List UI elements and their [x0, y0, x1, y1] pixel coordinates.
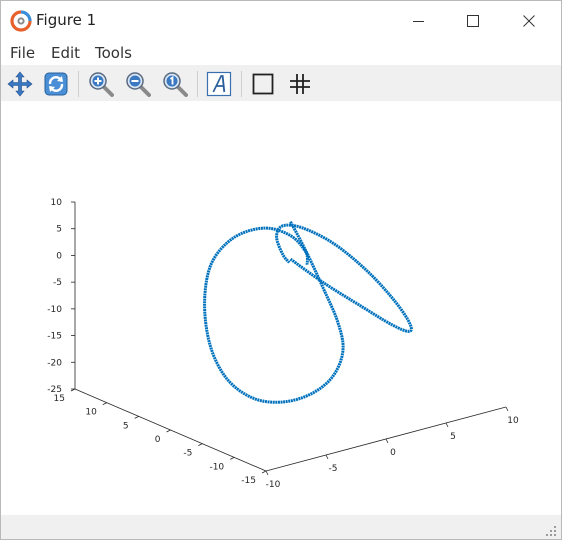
y-tick-label: -5: [183, 449, 192, 459]
z-tick-label: 0: [56, 251, 62, 261]
resize-grip-icon[interactable]: [545, 525, 557, 537]
y-tick-mark: [166, 429, 171, 433]
x-tick-label: 5: [450, 432, 456, 442]
z-tick-label: -25: [47, 385, 62, 395]
rotate-icon: [44, 72, 68, 96]
z-tick-label: 5: [56, 225, 62, 235]
zoom-out-button[interactable]: [123, 69, 153, 99]
x-tick-mark: [445, 422, 449, 428]
minimize-button[interactable]: [396, 1, 442, 41]
x-tick-label: 10: [507, 416, 519, 426]
box-icon: [252, 73, 274, 95]
x-tick-mark: [265, 470, 269, 476]
y-tick-label: -10: [209, 462, 224, 472]
x-tick-mark: [325, 454, 329, 460]
z-tick-label: -5: [53, 278, 62, 288]
close-icon: [523, 15, 535, 27]
pan-button[interactable]: [5, 69, 35, 99]
menu-edit[interactable]: Edit: [51, 44, 81, 62]
menu-tools[interactable]: Tools: [95, 44, 132, 62]
menu-file[interactable]: File: [10, 44, 36, 62]
rotate-button[interactable]: [41, 69, 71, 99]
x-tick-label: 0: [390, 448, 396, 458]
series-line-1: [203, 220, 345, 404]
plot-canvas[interactable]: -10 -5 0 5 10 -15 -10 -5 0 5 10 15-25 -20 -15 -10 -5 0 5 1…: [1, 101, 561, 515]
toolbar-separator: [197, 71, 198, 97]
y-tick-mark: [261, 470, 267, 474]
minimize-icon: [413, 21, 424, 22]
x-tick-label: -5: [329, 464, 338, 474]
z-tick-label: 10: [51, 198, 63, 208]
zoom-out-icon: [126, 72, 151, 97]
maximize-icon: [467, 15, 479, 27]
toolbar-separator: [78, 71, 79, 97]
zoom-reset-icon: [163, 72, 188, 97]
text-button[interactable]: [204, 69, 234, 99]
toolbar: [1, 65, 561, 101]
title-bar[interactable]: Figure 1: [1, 1, 561, 41]
y-tick-mark: [198, 443, 203, 447]
plot-area[interactable]: -10 -5 0 5 10 -15 -10 -5 0 5 10 15 -25 -20 -15 -10 -5 0 5 1…: [1, 101, 561, 515]
y-tick-label: 5: [123, 421, 129, 431]
grid-button[interactable]: [285, 69, 315, 99]
z-tick-label: -20: [47, 358, 62, 368]
x-tick-mark: [385, 438, 389, 444]
status-bar: [1, 515, 561, 539]
series-line-2: [275, 223, 413, 333]
grid-icon: [290, 74, 310, 94]
zoom-in-button[interactable]: [86, 69, 116, 99]
x-tick-mark: [505, 406, 509, 412]
y-tick-label: 0: [155, 435, 161, 445]
octave-logo-icon: [10, 10, 32, 32]
zoom-in-icon: [89, 72, 114, 97]
maximize-button[interactable]: [450, 1, 496, 41]
y-tick-mark: [134, 415, 139, 419]
y-tick-label: -15: [241, 476, 256, 486]
pan-arrows-icon: [7, 71, 33, 97]
text-icon: [206, 71, 232, 97]
y-tick-label: 10: [85, 408, 97, 418]
z-tick-label: -10: [47, 305, 62, 315]
close-button[interactable]: [506, 1, 552, 41]
y-tick-label: 15: [54, 394, 65, 404]
y-tick-mark: [102, 402, 108, 406]
zoom-reset-button[interactable]: [160, 69, 190, 99]
toolbar-separator: [241, 71, 242, 97]
z-tick-label: -15: [47, 332, 62, 342]
menu-bar: File Edit Tools: [1, 41, 561, 65]
box-button[interactable]: [248, 69, 278, 99]
window-title: Figure 1: [36, 11, 97, 29]
x-tick-label: -10: [266, 480, 281, 490]
y-tick-mark: [229, 456, 235, 460]
